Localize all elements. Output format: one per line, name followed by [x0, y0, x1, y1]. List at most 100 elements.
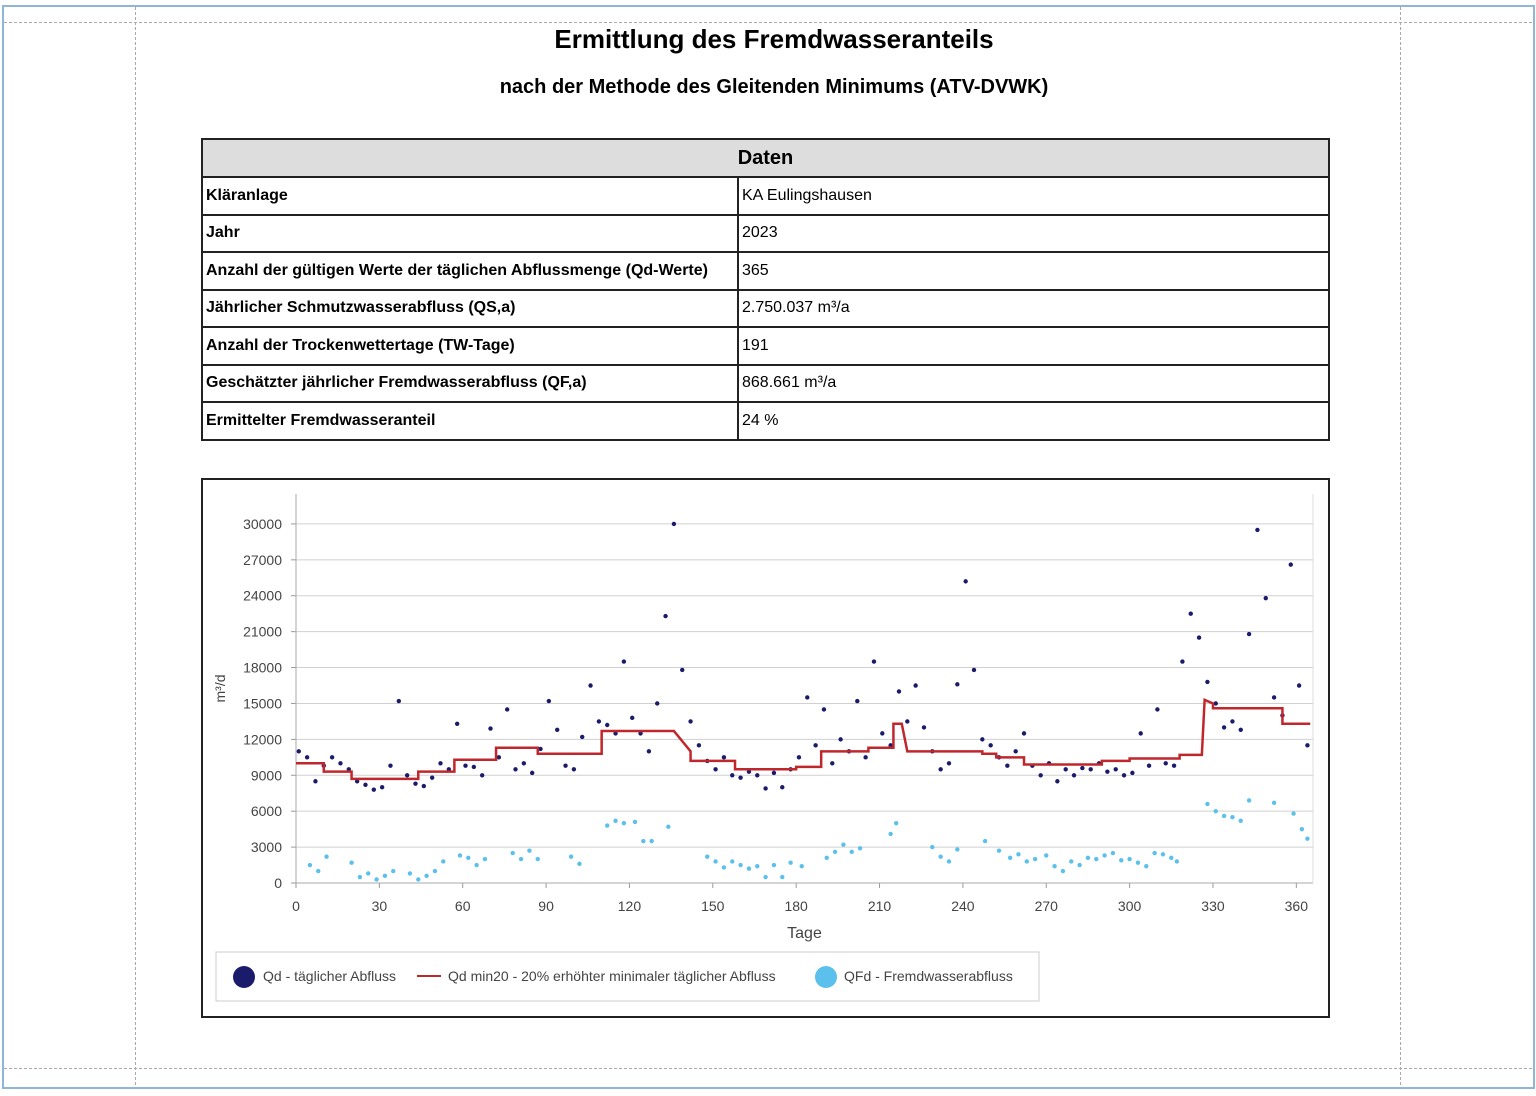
data-point — [1213, 701, 1218, 706]
data-point — [1063, 767, 1068, 772]
chart: 0300060009000120001500018000210002400027… — [201, 478, 1330, 1018]
data-point — [871, 659, 877, 664]
data-point — [346, 767, 351, 772]
cell-value: 2023 — [737, 213, 1330, 253]
data-point — [388, 763, 393, 768]
data-point — [841, 842, 846, 847]
data-point — [1305, 836, 1310, 841]
data-point — [1127, 856, 1132, 862]
data-point — [588, 683, 593, 688]
data-point — [646, 749, 652, 754]
data-point — [479, 773, 485, 778]
data-point — [738, 862, 743, 868]
data-point — [641, 838, 646, 844]
data-point — [424, 873, 429, 879]
table-row: Kläranlage KA Eulingshausen — [201, 176, 1330, 216]
data-point — [329, 755, 335, 760]
data-point — [713, 767, 718, 772]
data-point — [463, 763, 468, 768]
data-point — [1077, 862, 1082, 868]
data-point — [1169, 855, 1174, 861]
data-point — [1007, 855, 1013, 861]
data-point — [755, 773, 760, 778]
data-point — [421, 783, 427, 789]
data-point — [963, 579, 968, 584]
data-point — [605, 823, 610, 828]
data-point — [1296, 683, 1302, 688]
x-tick-label: 270 — [1035, 898, 1059, 914]
data-point — [1060, 868, 1066, 874]
cell-value: 365 — [737, 251, 1330, 291]
margin-guide — [1400, 7, 1401, 1085]
data-point — [496, 755, 502, 760]
data-point — [893, 820, 899, 826]
data-point — [1180, 659, 1185, 664]
data-point — [521, 761, 527, 766]
data-point — [649, 838, 654, 844]
title: Ermittlung des Fremdwasseranteils — [554, 24, 994, 54]
data-point — [1246, 798, 1252, 803]
data-point — [880, 731, 885, 736]
data-point — [1071, 773, 1077, 778]
data-point — [307, 862, 313, 868]
legend-marker — [815, 966, 837, 988]
data-point — [513, 767, 518, 772]
legend-box — [215, 951, 1040, 1002]
data-point — [1130, 770, 1135, 776]
data-point — [1135, 860, 1141, 865]
x-tick-label: 120 — [618, 898, 642, 914]
data-point — [1105, 769, 1110, 774]
cell-value: KA Eulingshausen — [737, 176, 1330, 216]
data-point — [1238, 727, 1243, 732]
data-point — [446, 767, 452, 772]
data-point — [1213, 808, 1218, 814]
data-point — [510, 850, 515, 856]
data-point — [855, 698, 860, 704]
y-tick-label: 9000 — [251, 767, 282, 783]
data-point — [504, 707, 510, 712]
table-row: Anzahl der Trockenwettertage (TW-Tage) 19… — [201, 326, 1330, 366]
data-point — [1171, 763, 1177, 768]
data-point — [571, 767, 577, 772]
data-point — [1152, 850, 1157, 856]
data-point — [1110, 850, 1116, 856]
x-tick-label: 30 — [372, 898, 388, 914]
data-table: Daten Kläranlage KA Eulingshausen Jahr 2023 A… — [201, 138, 1330, 441]
cell-label: Geschätzter jährlicher Fremdwasserabflus… — [201, 363, 739, 403]
cell-label: Anzahl der gültigen Werte der täglichen … — [201, 251, 739, 291]
data-point — [441, 859, 446, 864]
cell-label: Kläranlage — [201, 176, 739, 216]
data-point — [396, 698, 402, 704]
data-point — [888, 743, 893, 748]
data-point — [1094, 856, 1099, 862]
data-point — [946, 859, 952, 864]
cell-label: Jahr — [201, 213, 739, 253]
data-point — [913, 683, 918, 688]
data-point — [730, 859, 735, 864]
data-point — [971, 667, 977, 673]
data-point — [849, 849, 854, 855]
y-tick-label: 6000 — [251, 803, 282, 819]
data-point — [304, 755, 310, 760]
data-point — [1255, 527, 1260, 533]
x-tick-label: 90 — [538, 898, 554, 914]
chart-border — [201, 478, 1330, 1018]
table-row: Anzahl der gültigen Werte der täglichen … — [201, 251, 1330, 291]
x-tick-label: 0 — [292, 898, 300, 914]
data-point — [638, 731, 643, 736]
cell-value: 191 — [737, 326, 1330, 366]
y-tick-label: 0 — [274, 875, 282, 891]
data-point — [432, 868, 438, 874]
data-point — [763, 874, 768, 880]
data-point — [799, 864, 804, 869]
data-point — [1299, 826, 1305, 832]
y-tick-label: 15000 — [243, 695, 282, 711]
data-point — [771, 770, 777, 776]
data-point — [832, 849, 838, 855]
data-point — [1005, 763, 1010, 768]
table-row: Jährlicher Schmutzwasserabfluss (QS,a) 2.… — [201, 288, 1330, 328]
data-point — [1288, 562, 1293, 567]
data-point — [324, 854, 329, 859]
data-point — [1146, 763, 1152, 768]
data-point — [746, 866, 752, 871]
